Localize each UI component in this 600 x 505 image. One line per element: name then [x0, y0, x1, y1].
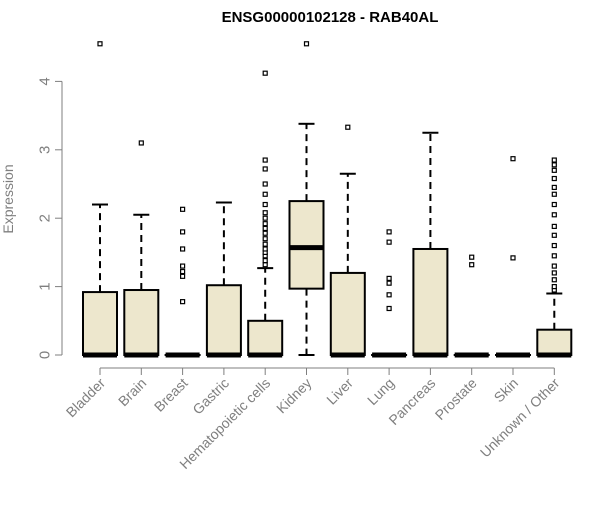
y-axis: 0 1 2 3 4 [37, 77, 63, 359]
y-tick-label: 0 [37, 351, 54, 359]
x-tick-label: Prostate [432, 375, 480, 423]
box-series [83, 42, 571, 355]
outlier-point [387, 306, 391, 310]
outlier-point [387, 276, 391, 280]
outlier-point [263, 237, 267, 241]
outlier-point [181, 270, 185, 274]
outlier-point [305, 42, 309, 46]
outlier-point [346, 125, 350, 129]
outlier-point [552, 254, 556, 258]
x-tick-label: Lung [364, 375, 397, 408]
outlier-point [470, 255, 474, 259]
outlier-point [387, 293, 391, 297]
outlier-point [181, 300, 185, 304]
box [207, 285, 241, 355]
outlier-point [387, 240, 391, 244]
outlier-point [552, 224, 556, 228]
outlier-point [263, 226, 267, 230]
outlier-point [552, 177, 556, 181]
outlier-point [552, 271, 556, 275]
outlier-point [552, 158, 556, 162]
x-tick-label: Bladder [63, 375, 109, 421]
outlier-point [552, 163, 556, 167]
x-tick-label: Liver [323, 375, 356, 408]
x-tick-label: Kidney [273, 375, 315, 417]
outlier-point [511, 256, 515, 260]
outlier-point [263, 211, 267, 215]
outlier-point [552, 244, 556, 248]
outlier-point [263, 222, 267, 226]
outlier-point [263, 231, 267, 235]
box [290, 201, 324, 289]
outlier-point [263, 167, 267, 171]
outlier-point [263, 242, 267, 246]
box-group [496, 157, 530, 355]
box [537, 330, 571, 355]
outlier-point [263, 182, 267, 186]
outlier-point [263, 259, 267, 263]
y-tick-label: 1 [37, 282, 54, 290]
box-group [537, 158, 571, 355]
x-tick-label: Breast [151, 375, 191, 415]
box-group [248, 71, 282, 355]
outlier-point [181, 230, 185, 234]
box-group [207, 202, 241, 355]
outlier-point [263, 158, 267, 162]
box [248, 321, 282, 355]
box-group [331, 125, 365, 355]
outlier-point [552, 264, 556, 268]
outlier-point [552, 168, 556, 172]
outlier-point [181, 274, 185, 278]
x-tick-label: Skin [491, 375, 522, 406]
outlier-point [552, 192, 556, 196]
outlier-point [552, 203, 556, 207]
outlier-point [552, 285, 556, 289]
outlier-point [387, 281, 391, 285]
outlier-point [552, 213, 556, 217]
outlier-point [552, 185, 556, 189]
box [331, 273, 365, 355]
box-group [455, 255, 489, 355]
box-group [372, 230, 406, 355]
outlier-point [98, 42, 102, 46]
outlier-point [263, 71, 267, 75]
y-tick-label: 4 [37, 77, 54, 85]
box-group [166, 207, 200, 355]
outlier-point [139, 141, 143, 145]
box-group [83, 42, 117, 355]
outlier-point [263, 192, 267, 196]
y-axis-label: Expression [0, 164, 16, 233]
x-tick-label: Brain [115, 375, 149, 409]
outlier-point [181, 207, 185, 211]
outlier-point [470, 263, 474, 267]
outlier-point [263, 247, 267, 251]
outlier-point [552, 233, 556, 237]
box-group [413, 133, 447, 355]
outlier-point [263, 263, 267, 267]
outlier-point [387, 230, 391, 234]
box-group [124, 141, 158, 355]
box [83, 292, 117, 355]
outlier-point [263, 203, 267, 207]
outlier-point [181, 247, 185, 251]
outlier-point [552, 278, 556, 282]
outlier-point [181, 264, 185, 268]
outlier-point [511, 157, 515, 161]
outlier-point [263, 216, 267, 220]
chart-title: ENSG00000102128 - RAB40AL [222, 9, 439, 26]
y-tick-label: 3 [37, 146, 54, 154]
y-tick-label: 2 [37, 214, 54, 222]
box-group [290, 42, 324, 355]
box [413, 249, 447, 355]
box [124, 290, 158, 355]
